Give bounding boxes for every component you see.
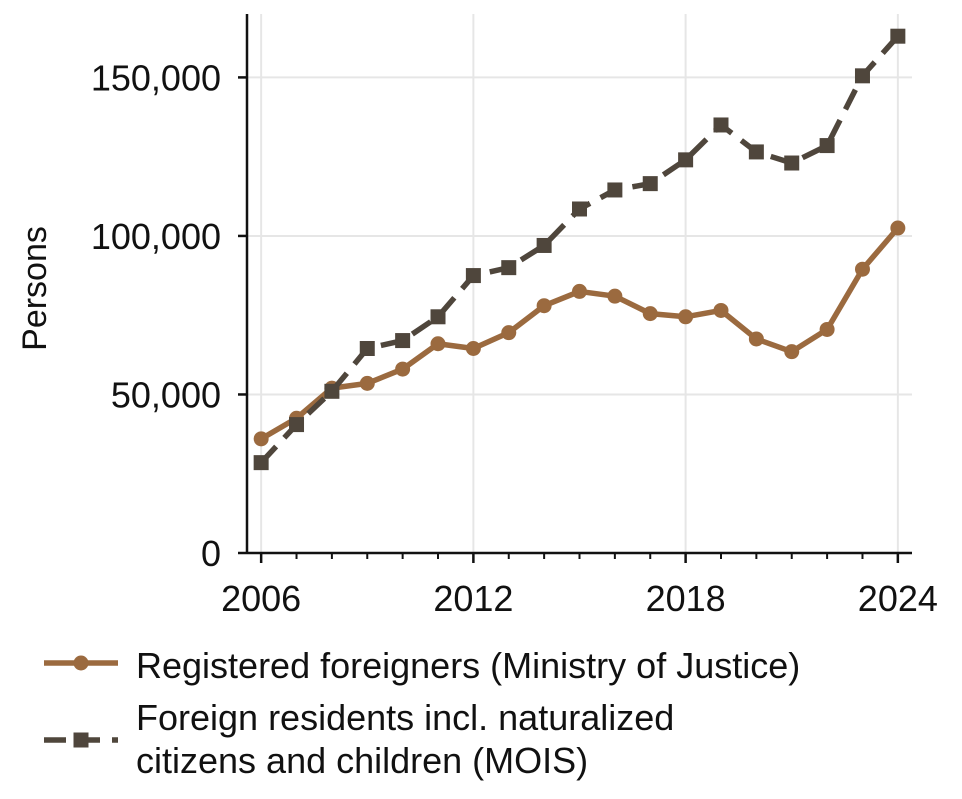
data-point (748, 144, 764, 160)
data-point (465, 340, 481, 356)
series-2 (253, 28, 906, 471)
legend-entry-2: Foreign residents incl. naturalizedcitiz… (44, 697, 674, 781)
legend-marker (73, 732, 89, 748)
data-point (713, 302, 729, 318)
data-point (713, 117, 729, 133)
data-point (536, 298, 552, 314)
y-tick-label: 150,000 (91, 57, 221, 98)
axes (245, 14, 912, 555)
y-axis-ticks: 0 50,000 100,000 150,000 (91, 57, 247, 574)
data-point (784, 344, 800, 360)
y-tick-label: 0 (201, 533, 221, 574)
legend-label: citizens and children (MOIS) (136, 740, 588, 781)
x-tick-label: 2024 (858, 578, 938, 619)
legend-label: Foreign residents incl. naturalized (136, 697, 674, 738)
series-1 (253, 220, 906, 447)
data-point (359, 340, 375, 356)
data-point (253, 431, 269, 447)
data-point (678, 152, 694, 168)
data-point (395, 333, 411, 349)
grid-lines (247, 14, 912, 553)
legend-label: Registered foreigners (Ministry of Justi… (136, 645, 800, 686)
data-point (854, 261, 870, 277)
data-point (890, 220, 906, 236)
data-point (607, 288, 623, 304)
data-point (501, 260, 517, 276)
x-tick-label: 2018 (646, 578, 726, 619)
data-point (642, 306, 658, 322)
data-point (854, 68, 870, 84)
data-point (359, 375, 375, 391)
data-point (253, 455, 269, 471)
data-point (678, 309, 694, 325)
y-tick-label: 50,000 (111, 374, 221, 415)
x-tick-label: 2012 (433, 578, 513, 619)
y-axis-title: Persons (16, 226, 54, 351)
data-point (430, 309, 446, 325)
data-point (289, 417, 305, 433)
data-point (784, 155, 800, 171)
data-point (572, 201, 587, 217)
y-tick-label: 100,000 (91, 216, 221, 257)
data-point (430, 336, 446, 352)
x-tick-label: 2006 (221, 578, 301, 619)
legend-entry-1: Registered foreigners (Ministry of Justi… (44, 645, 800, 686)
data-point (324, 383, 340, 399)
series-layer (253, 28, 906, 471)
data-point (819, 321, 835, 337)
x-axis-ticks: 2006 2012 2018 2024 (221, 553, 938, 619)
data-point (748, 331, 764, 347)
data-point (501, 325, 517, 341)
legend-marker (73, 655, 89, 671)
data-point (395, 361, 411, 377)
data-point (572, 283, 587, 299)
series-line (259, 34, 900, 465)
data-point (465, 268, 481, 284)
data-point (642, 176, 658, 192)
legend: Registered foreigners (Ministry of Justi… (44, 645, 800, 781)
data-point (819, 138, 835, 154)
data-point (890, 28, 906, 44)
series-line (259, 226, 900, 442)
data-point (536, 237, 552, 253)
data-point (607, 182, 623, 198)
